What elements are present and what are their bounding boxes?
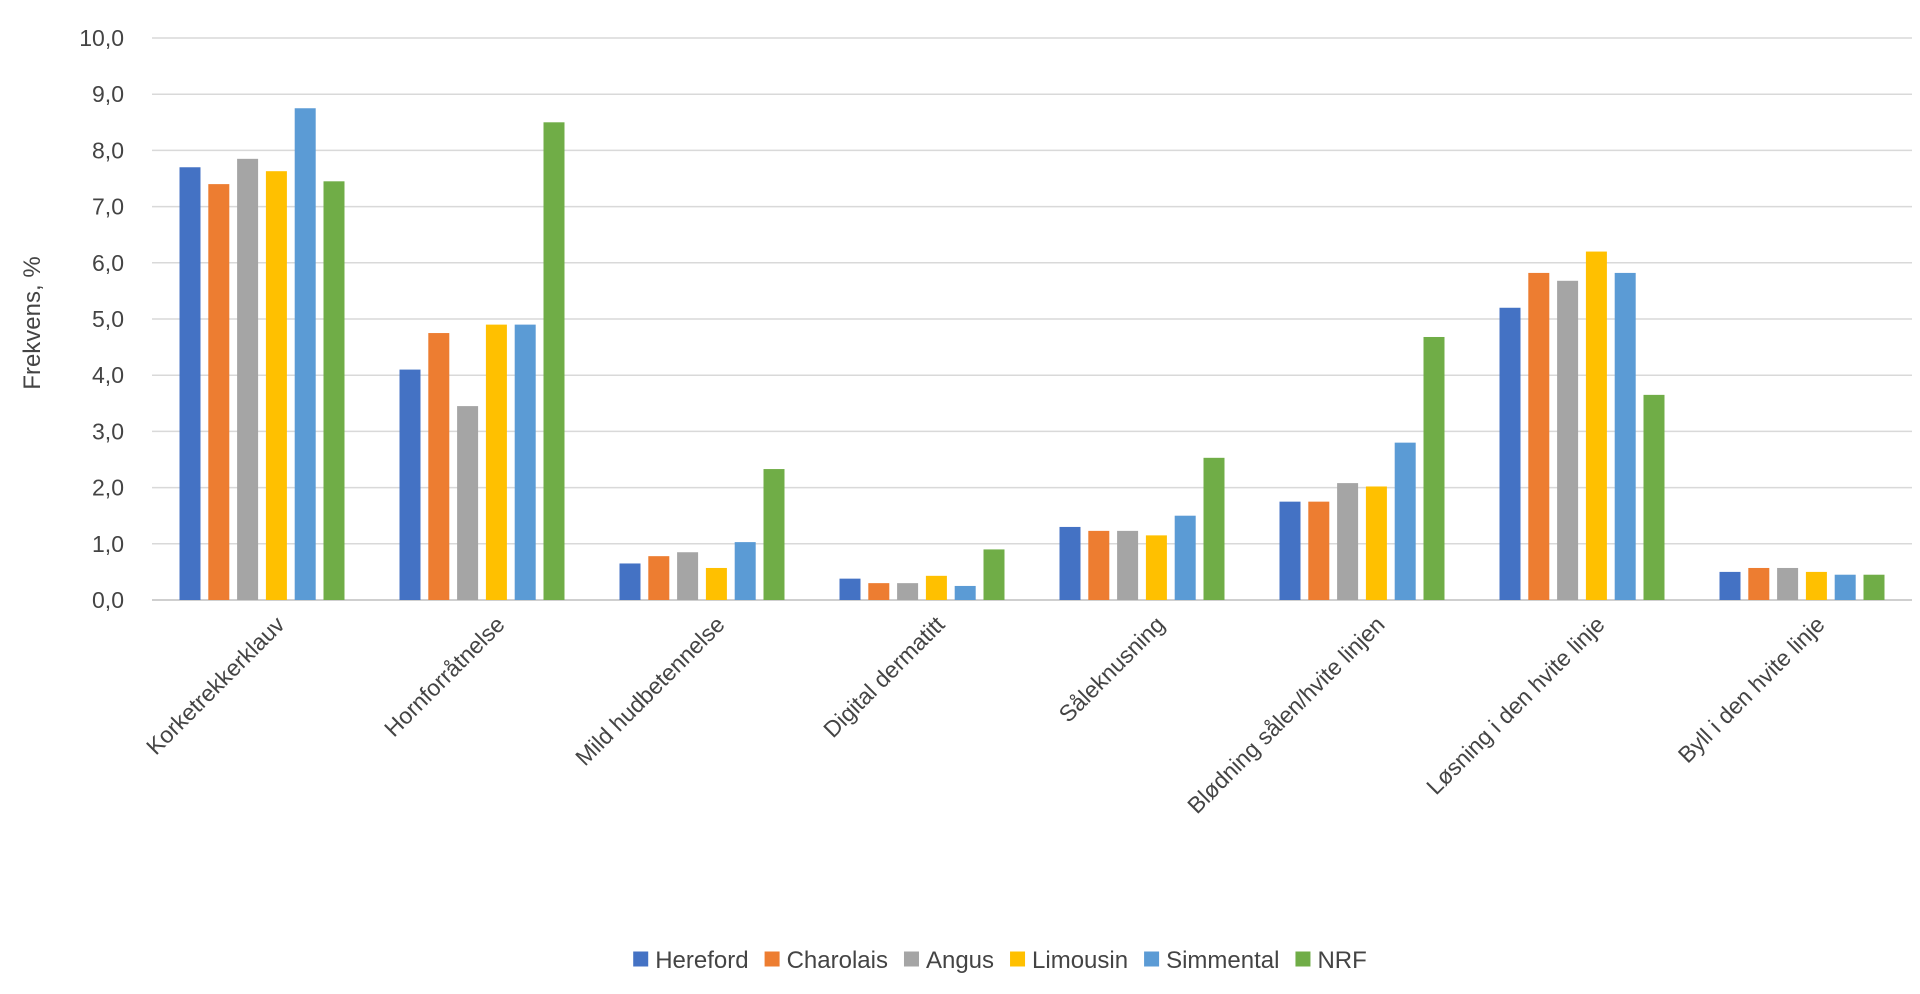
legend-label-hereford: Hereford: [655, 947, 748, 974]
bar-limousin-8: [1805, 571, 1827, 600]
bar-simmental-5: [1174, 515, 1196, 600]
category-label: Digital dermatitt: [818, 611, 950, 743]
legend: Hereford Charolais Angus Limousin Simmental N…: [633, 947, 1367, 974]
legend-label-charolais: Charolais: [787, 947, 888, 974]
bar-simmental-4: [954, 585, 976, 600]
y-tick-label: 7,0: [92, 194, 124, 220]
legend-swatch-charolais: [764, 951, 780, 967]
bar-hereford-7: [1499, 307, 1521, 600]
category-label: Løsning i den hvite linje: [1421, 611, 1609, 799]
y-tick-label: 2,0: [92, 475, 124, 501]
category-labels: Korketrekkerklauv Hornforråtnelse Mild hud…: [141, 611, 1830, 819]
bar-hereford-8: [1719, 571, 1741, 600]
bar-nrf-7: [1643, 394, 1665, 600]
bar-charolais-3: [648, 556, 670, 600]
y-tick-label: 1,0: [92, 531, 124, 557]
bar-limousin-1: [265, 171, 287, 600]
legend-label-limousin: Limousin: [1032, 947, 1128, 974]
y-axis-ticks: 0,0 1,0 2,0 3,0 4,0 5,0 6,0 7,0 8,0 9,0 10,0: [79, 25, 124, 613]
legend-swatch-angus: [903, 951, 919, 967]
bar-angus-1: [237, 158, 259, 600]
category-label: Hornforråtnelse: [379, 611, 509, 741]
category-label: Korketrekkerklauv: [141, 611, 290, 760]
bar-simmental-2: [514, 324, 536, 600]
y-tick-label: 10,0: [79, 25, 124, 51]
y-tick-label: 8,0: [92, 137, 124, 163]
category-label: Mild hudbetennelse: [570, 611, 729, 770]
bar-hereford-1: [179, 167, 201, 600]
bar-limousin-7: [1585, 251, 1607, 600]
category-label: Såleknusning: [1053, 611, 1169, 727]
bar-angus-8: [1777, 567, 1799, 600]
bar-nrf-4: [983, 549, 1005, 600]
bar-hereford-4: [839, 578, 861, 600]
bar-angus-2: [457, 406, 479, 600]
bar-limousin-2: [485, 324, 507, 600]
bar-charolais-1: [208, 184, 230, 600]
bar-nrf-1: [323, 181, 345, 600]
legend-swatch-nrf: [1295, 951, 1311, 967]
bar-simmental-3: [734, 542, 756, 600]
legend-swatch-limousin: [1010, 951, 1026, 967]
bar-nrf-3: [763, 469, 785, 600]
bar-charolais-7: [1528, 272, 1550, 600]
bar-limousin-3: [705, 567, 727, 600]
legend-label-angus: Angus: [926, 947, 994, 974]
bar-limousin-6: [1365, 486, 1387, 600]
bar-simmental-1: [294, 108, 316, 600]
bar-simmental-6: [1394, 442, 1416, 600]
bar-hereford-3: [619, 563, 641, 600]
bar-charolais-6: [1308, 501, 1330, 600]
bar-simmental-7: [1614, 272, 1636, 600]
bar-nrf-5: [1203, 457, 1225, 600]
legend-label-simmental: Simmental: [1166, 947, 1279, 974]
bar-nrf-2: [543, 122, 565, 601]
bar-nrf-8: [1863, 574, 1885, 600]
bar-angus-6: [1337, 483, 1359, 600]
y-tick-label: 3,0: [92, 418, 124, 444]
y-tick-label: 5,0: [92, 306, 124, 332]
bar-charolais-8: [1748, 567, 1770, 600]
bar-limousin-4: [925, 575, 947, 600]
bar-angus-5: [1117, 530, 1139, 600]
legend-swatch-hereford: [633, 951, 649, 967]
bar-charolais-4: [868, 583, 890, 600]
bar-angus-7: [1557, 280, 1579, 600]
category-label: Byll i den hvite linje: [1673, 611, 1830, 768]
legend-label-nrf: NRF: [1317, 947, 1366, 974]
bar-angus-3: [677, 552, 699, 600]
bar-charolais-5: [1088, 530, 1110, 600]
category-label: Blødning sålen/hvite linjen: [1182, 611, 1389, 818]
bar-hereford-5: [1059, 526, 1081, 600]
y-tick-label: 6,0: [92, 250, 124, 276]
y-tick-label: 4,0: [92, 362, 124, 388]
y-axis-title: Frekvens, %: [19, 256, 46, 389]
legend-swatch-simmental: [1144, 951, 1160, 967]
bar-charolais-2: [428, 333, 450, 600]
bar-angus-4: [897, 583, 919, 600]
y-tick-label: 9,0: [92, 81, 124, 107]
bars: [179, 108, 1885, 601]
bar-hereford-2: [399, 369, 421, 600]
bar-limousin-5: [1145, 535, 1167, 600]
bar-nrf-6: [1423, 336, 1445, 600]
bar-simmental-8: [1834, 574, 1856, 600]
bar-hereford-6: [1279, 501, 1301, 600]
y-tick-label: 0,0: [92, 587, 124, 613]
